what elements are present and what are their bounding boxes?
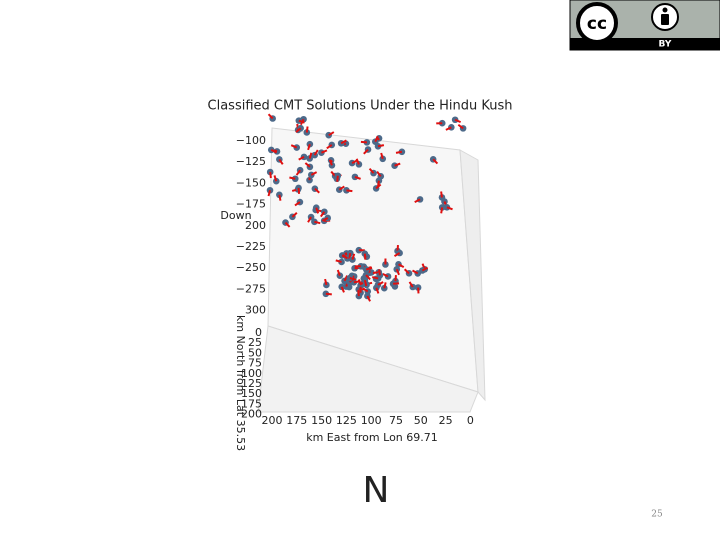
figure-title: Classified CMT Solutions Under the Hindu… — [208, 99, 513, 114]
east-tick-label: 200 — [262, 414, 283, 427]
page-number: 25 — [651, 510, 663, 520]
point-arrow — [372, 277, 378, 278]
point-arrow — [379, 269, 380, 275]
point-arrow — [326, 294, 332, 295]
point-arrow — [307, 126, 308, 132]
point — [385, 273, 392, 280]
point-arrow — [441, 191, 442, 197]
slide-letter: N — [363, 470, 390, 511]
point-arrow — [396, 152, 402, 153]
east-tick-label: 0 — [467, 414, 474, 427]
east-tick-label: 175 — [286, 414, 307, 427]
point-arrow — [289, 178, 295, 179]
license-text: BY — [659, 40, 672, 50]
east-tick-label: 25 — [439, 414, 453, 427]
down-tick-label: −125 — [236, 155, 266, 168]
north-tick-label: 200 — [241, 408, 262, 421]
down-tick-label: 200 — [245, 219, 266, 232]
east-axis-label: km East from Lon 69.71 — [306, 431, 438, 444]
point-arrow — [441, 207, 442, 213]
east-tick-label: 100 — [361, 414, 382, 427]
point-arrow — [269, 190, 270, 196]
point-arrow — [337, 176, 338, 182]
east-tick-label: 150 — [311, 414, 332, 427]
east-tick-label: 125 — [336, 414, 357, 427]
down-tick-label: −250 — [236, 261, 266, 274]
point-arrow — [279, 195, 280, 201]
point-arrow — [378, 181, 379, 187]
point-arrow — [325, 279, 326, 285]
point-arrow — [358, 290, 359, 296]
point-arrow — [384, 282, 385, 288]
point-arrow — [365, 254, 366, 260]
down-tick-label: −225 — [236, 240, 266, 253]
svg-text:cc: cc — [587, 14, 607, 34]
point-arrow — [378, 145, 384, 146]
east-tick-label: 50 — [414, 414, 428, 427]
point-arrow — [395, 275, 396, 281]
license-badge: cc BY — [570, 0, 720, 50]
down-tick-label: −150 — [236, 176, 266, 189]
point-arrow — [299, 188, 300, 194]
down-tick-label: −275 — [236, 282, 266, 295]
point — [417, 196, 424, 203]
point-arrow — [270, 172, 271, 178]
point-arrow — [365, 280, 366, 286]
down-tick-label: −175 — [236, 198, 266, 211]
east-tick-label: 75 — [389, 414, 403, 427]
point-arrow — [314, 222, 320, 223]
down-tick-label: −100 — [236, 134, 266, 147]
point-arrow — [346, 190, 352, 191]
down-tick-label: 300 — [245, 304, 266, 317]
